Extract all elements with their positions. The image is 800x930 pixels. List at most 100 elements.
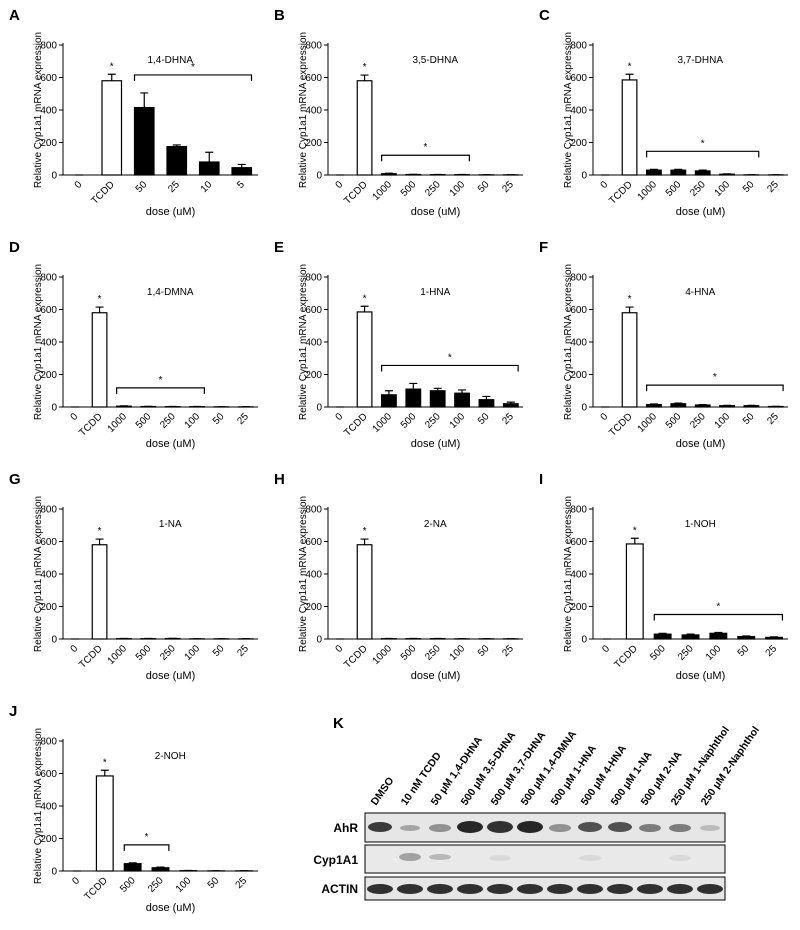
- x-tick-label: 25: [764, 643, 780, 659]
- panel-letter: G: [9, 471, 21, 488]
- bar: [709, 632, 728, 640]
- y-tick-label: 600: [305, 73, 322, 84]
- x-tick-label: 250: [146, 875, 166, 895]
- x-axis-label: dose (uM): [146, 670, 196, 682]
- y-tick-label: 0: [51, 635, 57, 646]
- y-tick-label: 400: [305, 106, 322, 117]
- bar: [356, 311, 373, 408]
- x-tick-label: 250: [688, 411, 708, 431]
- x-tick-label: 50: [211, 643, 227, 659]
- significance-star: *: [110, 61, 114, 72]
- x-tick-label: 0: [334, 179, 346, 191]
- bar: [670, 169, 687, 176]
- bar-chart: H Relative Cyp1a1 mRNA expression 0 200 400 6…: [274, 471, 523, 682]
- chart-title: 3,5-DHNA: [412, 55, 458, 66]
- x-tick-label: 50: [206, 875, 222, 891]
- y-tick-label: 0: [316, 171, 322, 182]
- x-tick-label: 25: [500, 411, 516, 427]
- significance-star: *: [628, 294, 632, 305]
- significance-bracket: [381, 364, 519, 372]
- band: [607, 884, 633, 894]
- chart-title: 1,4-DHNA: [147, 55, 193, 66]
- error-bar: [674, 168, 683, 171]
- panel-letter: J: [9, 703, 17, 720]
- error-bar: [649, 403, 658, 405]
- actin-bands: [367, 884, 723, 894]
- x-tick-label: 1000: [371, 643, 395, 667]
- band: [399, 853, 421, 861]
- significance-star: *: [448, 352, 452, 363]
- significance-bracket: [116, 387, 205, 394]
- y-tick-label: 800: [40, 273, 57, 284]
- y-axis-label: Relative Cyp1a1 mRNA expression: [298, 264, 309, 420]
- significance-star: *: [103, 757, 107, 768]
- bar: [625, 543, 644, 640]
- chart-title: 1-NA: [159, 519, 182, 530]
- bar: [95, 775, 114, 872]
- x-tick-label: 5: [235, 179, 247, 191]
- blot-strip: [364, 812, 726, 843]
- band: [397, 884, 423, 894]
- x-tick-label: 50: [476, 411, 492, 427]
- bar: [737, 635, 756, 640]
- error-bar: [100, 769, 109, 776]
- significance-star: *: [363, 293, 367, 304]
- bar: [621, 312, 638, 408]
- error-bar: [698, 169, 707, 171]
- x-tick-label: 25: [765, 179, 781, 195]
- bar: [502, 403, 519, 408]
- x-tick-label: 250: [676, 643, 696, 663]
- bar: [429, 390, 446, 408]
- band: [579, 855, 601, 861]
- y-tick-label: 0: [51, 171, 57, 182]
- y-tick-label: 600: [305, 537, 322, 548]
- band: [487, 884, 513, 894]
- significance-star: *: [716, 602, 720, 613]
- y-tick-label: 800: [40, 41, 57, 52]
- y-tick-label: 600: [40, 73, 57, 84]
- x-tick-label: 100: [183, 411, 203, 431]
- y-tick-label: 800: [40, 737, 57, 748]
- x-tick-label: TCDD: [342, 179, 369, 206]
- error-bar: [172, 144, 181, 147]
- bar-chart: D Relative Cyp1a1 mRNA expression 0 200 400 6…: [9, 239, 258, 450]
- significance-star: *: [363, 62, 367, 73]
- x-tick-label: 0: [334, 643, 346, 655]
- y-axis-label: Relative Cyp1a1 mRNA expression: [33, 496, 44, 652]
- band: [639, 824, 661, 832]
- x-tick-label: TCDD: [342, 411, 369, 438]
- x-axis-label: dose (uM): [411, 670, 461, 682]
- x-tick-label: 50: [476, 643, 492, 659]
- x-tick-label: 25: [235, 411, 251, 427]
- bar-chart: F Relative Cyp1a1 mRNA expression 0 200 400 6…: [539, 239, 788, 450]
- error-bar: [409, 382, 418, 390]
- band: [608, 822, 632, 832]
- x-axis-label: dose (uM): [676, 670, 726, 682]
- y-tick-label: 400: [40, 802, 57, 813]
- bar: [621, 79, 638, 176]
- x-tick-label: 25: [500, 179, 516, 195]
- band: [457, 821, 483, 833]
- chart-title: 1-HNA: [420, 287, 450, 298]
- bar: [694, 170, 711, 176]
- x-tick-label: 500: [399, 643, 419, 663]
- x-tick-label: TCDD: [612, 643, 639, 670]
- x-tick-label: 500: [134, 643, 154, 663]
- y-tick-label: 800: [570, 505, 587, 516]
- error-bar: [658, 632, 667, 635]
- y-tick-label: 200: [570, 138, 587, 149]
- band: [578, 822, 602, 832]
- significance-star: *: [713, 372, 717, 383]
- y-tick-label: 200: [305, 602, 322, 613]
- y-tick-label: 200: [40, 138, 57, 149]
- y-tick-label: 200: [305, 138, 322, 149]
- x-tick-label: 1000: [371, 411, 395, 435]
- y-tick-label: 400: [305, 338, 322, 349]
- significance-bracket: [646, 384, 784, 392]
- bar: [653, 633, 672, 640]
- chart-title: 4-HNA: [685, 287, 715, 298]
- panel-letter: I: [539, 471, 543, 488]
- significance-star: *: [701, 138, 705, 149]
- band: [517, 884, 543, 894]
- ahr-bands: [368, 821, 720, 833]
